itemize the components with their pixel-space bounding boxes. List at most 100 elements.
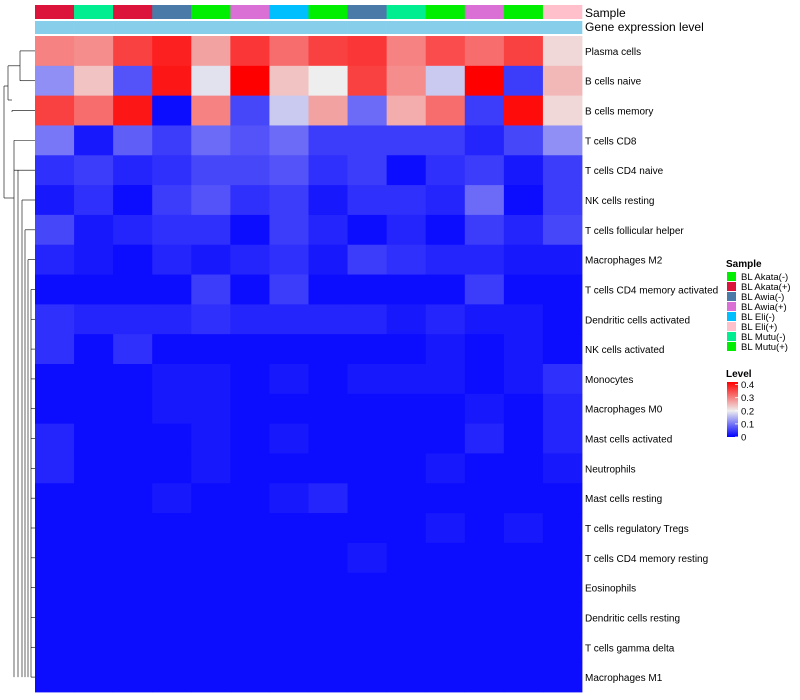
heatmap-cell <box>347 65 388 97</box>
heatmap-cell <box>386 602 427 633</box>
heatmap-cell <box>74 95 114 126</box>
heatmap-cell <box>152 542 192 574</box>
row-label: B cells memory <box>585 107 653 118</box>
sample-annotation-cell <box>386 5 427 19</box>
heatmap-cell <box>425 453 466 484</box>
heatmap-cell <box>230 572 270 603</box>
heatmap-cell <box>152 244 192 275</box>
legend-sample-label: BL Mutu(-) <box>741 332 786 343</box>
heatmap-cell <box>542 572 583 603</box>
heatmap-cell <box>503 364 544 395</box>
heatmap-cell <box>230 155 270 186</box>
legend-sample-label: BL Akata(+) <box>741 282 791 293</box>
row-label: Eosinophils <box>585 584 636 595</box>
heatmap-cell <box>191 36 231 67</box>
heatmap-cell <box>113 483 153 514</box>
legend-level-tick-label: 0.2 <box>741 406 754 417</box>
gene-expression-annotation-cell <box>269 21 309 34</box>
heatmap-cell <box>386 483 427 514</box>
heatmap-cell <box>503 632 544 663</box>
heatmap-cell <box>74 125 114 156</box>
heatmap-cell <box>230 364 270 395</box>
row-label: Macrophages M2 <box>585 256 663 267</box>
legend-sample-swatch <box>727 272 736 281</box>
heatmap-cell <box>464 513 505 544</box>
heatmap-cell <box>269 513 309 544</box>
heatmap-cell <box>230 304 270 335</box>
heatmap-cell <box>113 602 153 633</box>
heatmap-cell <box>191 542 231 574</box>
heatmap-cell <box>74 602 114 633</box>
heatmap-cell <box>230 423 270 454</box>
heatmap-cell <box>152 364 192 395</box>
heatmap-cell <box>269 453 309 484</box>
heatmap-cell <box>347 36 388 67</box>
heatmap-cell <box>269 334 309 365</box>
row-label: T cells follicular helper <box>585 226 684 237</box>
heatmap-cell <box>542 334 583 365</box>
heatmap-cell <box>113 513 153 544</box>
heatmap-cell <box>425 304 466 335</box>
heatmap-cell <box>503 36 544 67</box>
heatmap-cell <box>503 483 544 514</box>
heatmap-cell <box>269 36 309 67</box>
heatmap-cell <box>308 393 348 425</box>
heatmap-cell <box>191 483 231 514</box>
heatmap-cell <box>386 393 427 425</box>
heatmap-cell <box>542 513 583 544</box>
heatmap-cell <box>230 632 270 663</box>
heatmap-cell <box>152 632 192 663</box>
heatmap-cell <box>74 274 114 305</box>
heatmap-cell <box>113 662 153 693</box>
heatmap-cell <box>464 244 505 275</box>
heatmap-cell <box>464 95 505 126</box>
heatmap-cell <box>35 483 75 514</box>
heatmap-cell <box>347 155 388 186</box>
heatmap-cell <box>425 155 466 186</box>
heatmap-cell <box>152 274 192 305</box>
heatmap-cell <box>113 453 153 484</box>
heatmap-cells <box>35 36 583 693</box>
heatmap-cell <box>308 36 348 67</box>
heatmap-cell <box>74 36 114 67</box>
heatmap-cell <box>425 423 466 454</box>
sample-annotation-cell <box>35 5 75 19</box>
heatmap-cell <box>74 155 114 186</box>
heatmap-cell <box>386 95 427 126</box>
heatmap-cell <box>347 95 388 126</box>
heatmap-cell <box>347 214 388 246</box>
heatmap-cell <box>308 364 348 395</box>
heatmap-cell <box>269 364 309 395</box>
heatmap-cell <box>191 304 231 335</box>
legend-level-tick-label: 0.1 <box>741 419 754 430</box>
heatmap-cell <box>503 423 544 454</box>
heatmap-cell <box>113 185 153 216</box>
heatmap-cell <box>269 185 309 216</box>
heatmap-cell <box>152 334 192 365</box>
heatmap-cell <box>230 244 270 275</box>
gene-expression-annotation-cell <box>35 21 75 34</box>
gene-expression-annotation-bar <box>35 21 583 34</box>
heatmap-cell <box>113 364 153 395</box>
heatmap-cell <box>113 95 153 126</box>
heatmap-cell <box>269 602 309 633</box>
sample-annotation-cell <box>425 5 466 19</box>
row-label: B cells naive <box>585 77 642 88</box>
heatmap-cell <box>269 542 309 574</box>
heatmap-cell <box>113 274 153 305</box>
legend-level-tick-label: 0 <box>741 433 746 444</box>
heatmap-cell <box>35 393 75 425</box>
heatmap-cell <box>152 304 192 335</box>
row-label: T cells CD4 naive <box>585 166 664 177</box>
heatmap-cell <box>386 364 427 395</box>
heatmap-cell <box>347 334 388 365</box>
heatmap-cell <box>74 483 114 514</box>
legend-sample-title: Sample <box>726 259 762 270</box>
heatmap-cell <box>74 513 114 544</box>
heatmap-cell <box>464 185 505 216</box>
row-label: T cells regulatory Tregs <box>585 524 689 535</box>
heatmap-cell <box>503 453 544 484</box>
heatmap-cell <box>35 125 75 156</box>
heatmap-cell <box>503 125 544 156</box>
heatmap-cell <box>386 662 427 693</box>
